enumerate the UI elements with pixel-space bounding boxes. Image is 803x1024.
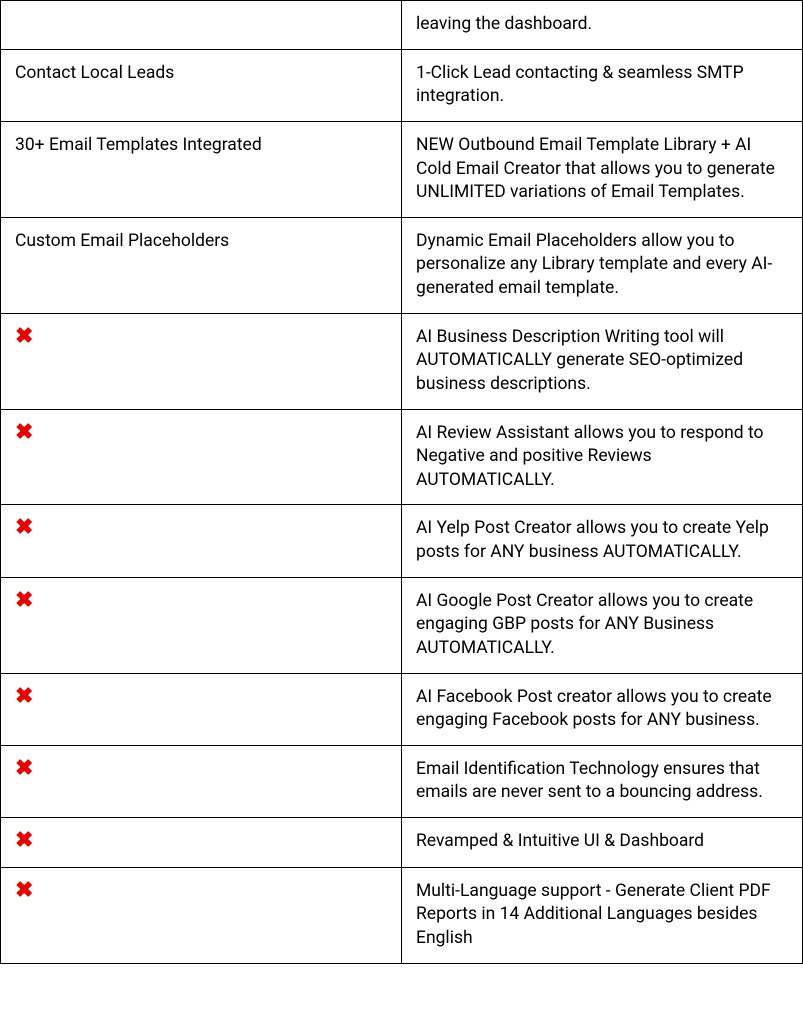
feature-left-cell: 30+ Email Templates Integrated (1, 121, 402, 217)
feature-right-text: Email Identification Technology ensures … (416, 759, 763, 803)
feature-right-cell: leaving the dashboard. (402, 1, 803, 50)
feature-left-text: 30+ Email Templates Integrated (15, 135, 262, 155)
feature-right-text: AI Yelp Post Creator allows you to creat… (416, 518, 769, 562)
feature-right-text: 1-Click Lead contacting & seamless SMTP … (416, 63, 744, 107)
feature-right-cell: AI Review Assistant allows you to respon… (402, 409, 803, 505)
table-row: 30+ Email Templates Integrated NEW Outbou… (1, 121, 803, 217)
feature-right-cell: AI Yelp Post Creator allows you to creat… (402, 505, 803, 577)
feature-right-cell: Multi-Language support - Generate Client… (402, 867, 803, 963)
x-mark-icon: ✖ (15, 517, 33, 539)
feature-left-cell: ✖ (1, 577, 402, 673)
feature-left-cell: ✖ (1, 745, 402, 817)
feature-left-cell: ✖ (1, 673, 402, 745)
feature-right-cell: Revamped & Intuitive UI & Dashboard (402, 818, 803, 868)
feature-right-text: AI Facebook Post creator allows you to c… (416, 687, 772, 731)
feature-right-text: Revamped & Intuitive UI & Dashboard (416, 831, 704, 851)
feature-right-text: Dynamic Email Placeholders allow you to … (416, 231, 772, 298)
feature-right-cell: AI Google Post Creator allows you to cre… (402, 577, 803, 673)
table-row: ✖ AI Google Post Creator allows you to cr… (1, 577, 803, 673)
feature-left-cell: ✖ (1, 818, 402, 868)
feature-right-cell: AI Business Description Writing tool wil… (402, 313, 803, 409)
feature-right-cell: AI Facebook Post creator allows you to c… (402, 673, 803, 745)
table-row: ✖ AI Yelp Post Creator allows you to crea… (1, 505, 803, 577)
feature-left-cell: Custom Email Placeholders (1, 217, 402, 313)
x-mark-icon: ✖ (15, 758, 33, 780)
feature-left-text: Custom Email Placeholders (15, 231, 229, 251)
table-row: ✖ Email Identification Technology ensures… (1, 745, 803, 817)
feature-left-cell: Contact Local Leads (1, 49, 402, 121)
x-mark-icon: ✖ (15, 686, 33, 708)
feature-right-text: AI Business Description Writing tool wil… (416, 327, 743, 394)
feature-right-cell: Email Identification Technology ensures … (402, 745, 803, 817)
table-row: leaving the dashboard. (1, 1, 803, 50)
table-row: ✖ AI Business Description Writing tool wi… (1, 313, 803, 409)
table-row: Custom Email Placeholders Dynamic Email P… (1, 217, 803, 313)
table-row: ✖ AI Review Assistant allows you to respo… (1, 409, 803, 505)
table-row: ✖ AI Facebook Post creator allows you to … (1, 673, 803, 745)
x-mark-icon: ✖ (15, 422, 33, 444)
feature-right-text: Multi-Language support - Generate Client… (416, 881, 771, 948)
feature-left-cell (1, 1, 402, 50)
feature-left-cell: ✖ (1, 505, 402, 577)
feature-left-cell: ✖ (1, 409, 402, 505)
feature-left-cell: ✖ (1, 313, 402, 409)
feature-right-cell: NEW Outbound Email Template Library + AI… (402, 121, 803, 217)
feature-right-cell: 1-Click Lead contacting & seamless SMTP … (402, 49, 803, 121)
x-mark-icon: ✖ (15, 880, 33, 902)
feature-comparison-table: leaving the dashboard. Contact Local Lead… (0, 0, 803, 964)
feature-right-text: NEW Outbound Email Template Library + AI… (416, 135, 775, 202)
feature-right-text: AI Review Assistant allows you to respon… (416, 423, 764, 490)
feature-left-text: Contact Local Leads (15, 63, 174, 83)
feature-right-text: leaving the dashboard. (416, 14, 592, 34)
table-row: ✖ Multi-Language support - Generate Clien… (1, 867, 803, 963)
feature-right-text: AI Google Post Creator allows you to cre… (416, 591, 753, 658)
table-row: Contact Local Leads 1-Click Lead contacti… (1, 49, 803, 121)
table-body: leaving the dashboard. Contact Local Lead… (1, 1, 803, 964)
table-row: ✖ Revamped & Intuitive UI & Dashboard (1, 818, 803, 868)
feature-left-cell: ✖ (1, 867, 402, 963)
x-mark-icon: ✖ (15, 830, 33, 852)
x-mark-icon: ✖ (15, 326, 33, 348)
x-mark-icon: ✖ (15, 590, 33, 612)
feature-right-cell: Dynamic Email Placeholders allow you to … (402, 217, 803, 313)
